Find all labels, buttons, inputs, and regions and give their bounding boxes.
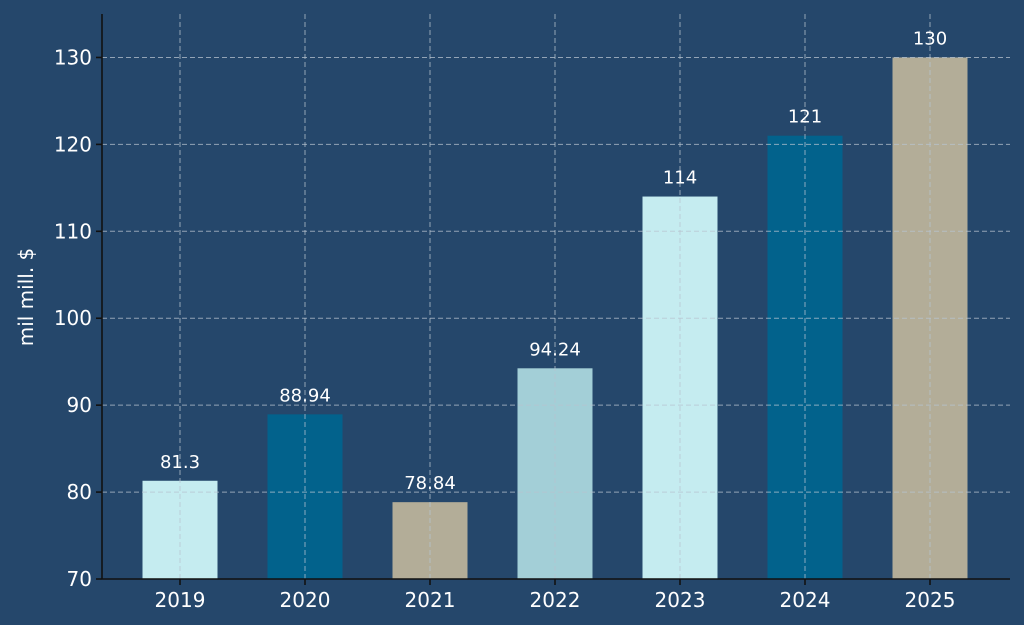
axes: 70 80 90 100 110 120 130 2019 2020 2021 2022 2023 20…	[54, 14, 1010, 612]
y-axis-title: mil mill. $	[14, 248, 38, 347]
y-tick-label: 70	[67, 567, 92, 591]
x-tick-label-2023: 2023	[655, 588, 706, 612]
bar-2023	[642, 196, 718, 580]
x-tick-label-2020: 2020	[280, 588, 331, 612]
y-tick-label: 130	[54, 45, 92, 69]
data-label-2020: 88.94	[279, 385, 331, 406]
x-tick-label-2025: 2025	[905, 588, 956, 612]
x-tick-label-2022: 2022	[530, 588, 581, 612]
x-tick-label-2019: 2019	[155, 588, 206, 612]
y-tick-label: 100	[54, 306, 92, 330]
y-tick-label: 120	[54, 132, 92, 156]
data-label-2024: 121	[788, 107, 822, 128]
data-label-2021: 78.84	[404, 473, 456, 494]
data-labels: 81.3 88.94 78.84 94.24 114 121 130	[160, 28, 947, 494]
data-label-2022: 94.24	[529, 339, 581, 360]
data-label-2019: 81.3	[160, 452, 200, 473]
data-label-2023: 114	[663, 168, 697, 189]
y-tick-label: 110	[54, 219, 92, 243]
grid	[102, 14, 1010, 579]
x-tick-label-2021: 2021	[405, 588, 456, 612]
data-label-2025: 130	[913, 28, 947, 49]
y-tick-label: 90	[67, 393, 92, 417]
bars	[142, 57, 968, 580]
y-tick-label: 80	[67, 480, 92, 504]
x-tick-label-2024: 2024	[780, 588, 831, 612]
